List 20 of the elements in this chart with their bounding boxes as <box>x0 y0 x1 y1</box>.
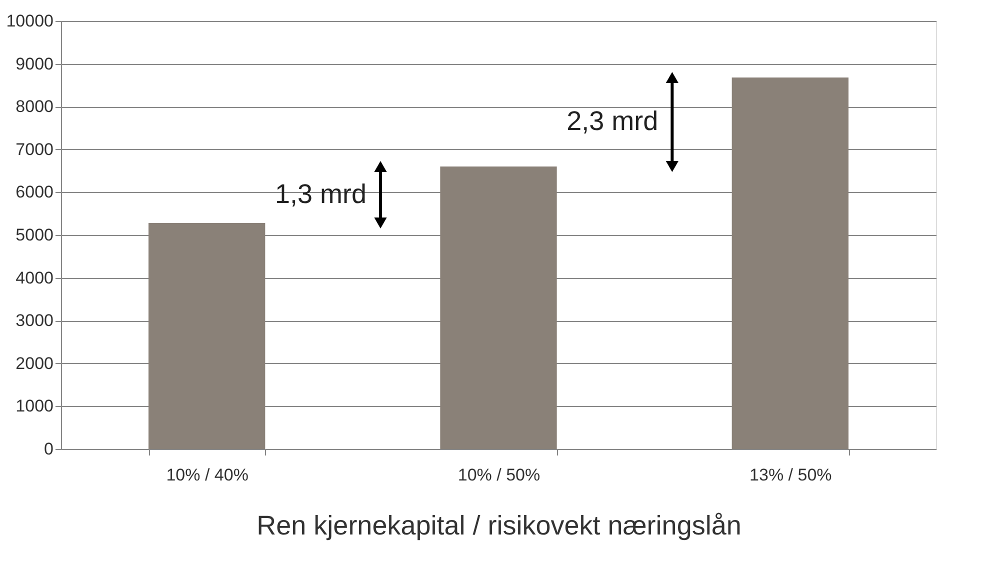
x-axis-title: Ren kjernekapital / risikovekt næringslån <box>256 510 742 540</box>
y-tick-label: 3000 <box>16 311 54 330</box>
y-tick-label: 4000 <box>16 268 54 288</box>
y-tick-label: 2000 <box>16 354 54 373</box>
y-tick-label: 10000 <box>6 12 54 30</box>
annotation: 1,3 mrd <box>274 178 366 209</box>
y-tick-label: 7000 <box>16 140 54 159</box>
annotation: 2,3 mrd <box>566 106 658 136</box>
x-tick-label: 10% / 50% <box>458 466 540 484</box>
y-tick-label: 9000 <box>16 54 54 74</box>
x-tick-label: 13% / 50% <box>750 466 832 484</box>
y-tick-label: 8000 <box>16 97 54 116</box>
bar <box>148 223 266 449</box>
y-tick-label: 6000 <box>16 182 54 202</box>
y-tick-label: 5000 <box>16 226 54 244</box>
x-tick-label: 10% / 40% <box>166 466 248 484</box>
y-tick-label: 0 <box>44 440 54 458</box>
bar <box>732 77 848 449</box>
y-tick-label: 1000 <box>16 396 54 416</box>
bar <box>440 166 557 449</box>
